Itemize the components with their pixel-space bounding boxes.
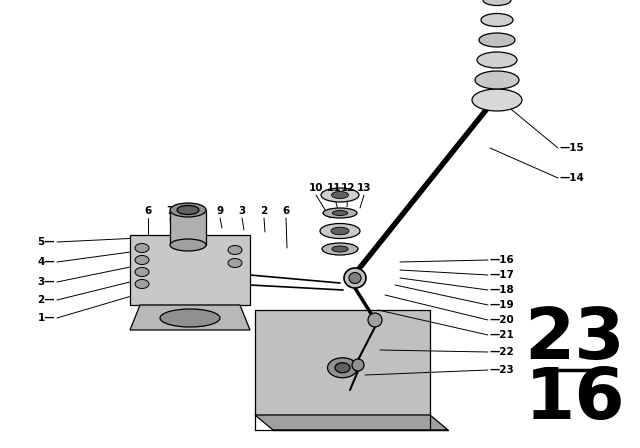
Text: 2—: 2— (38, 295, 55, 305)
Text: 4—: 4— (37, 257, 55, 267)
Polygon shape (130, 235, 250, 305)
Text: 10: 10 (308, 183, 323, 193)
Text: 5—: 5— (38, 237, 55, 247)
Text: —18: —18 (490, 285, 515, 295)
Text: —16: —16 (490, 255, 515, 265)
Text: 11: 11 (327, 183, 341, 193)
Ellipse shape (135, 280, 149, 289)
Ellipse shape (228, 246, 242, 254)
Ellipse shape (481, 13, 513, 26)
Polygon shape (255, 310, 430, 415)
Text: 3: 3 (238, 206, 246, 216)
Text: —20: —20 (490, 315, 515, 325)
Ellipse shape (483, 0, 511, 5)
Text: 6: 6 (145, 206, 152, 216)
Ellipse shape (177, 206, 199, 215)
Ellipse shape (331, 227, 349, 235)
Ellipse shape (135, 255, 149, 264)
Ellipse shape (332, 246, 348, 252)
Ellipse shape (135, 267, 149, 276)
Text: —17: —17 (490, 270, 515, 280)
Ellipse shape (322, 243, 358, 255)
Text: —22: —22 (490, 347, 515, 357)
Text: 13: 13 (356, 183, 371, 193)
Text: —23: —23 (490, 365, 515, 375)
Ellipse shape (332, 191, 349, 198)
Polygon shape (170, 210, 206, 245)
Ellipse shape (321, 188, 359, 202)
Ellipse shape (135, 244, 149, 253)
Text: 1—: 1— (38, 313, 55, 323)
Ellipse shape (228, 258, 242, 267)
Text: 23: 23 (525, 306, 625, 375)
Text: —14: —14 (560, 173, 585, 183)
Ellipse shape (352, 359, 364, 371)
Text: 7: 7 (166, 206, 173, 216)
Ellipse shape (170, 239, 206, 251)
Text: 8: 8 (191, 206, 198, 216)
Ellipse shape (323, 208, 357, 218)
Ellipse shape (477, 52, 517, 68)
Text: —15: —15 (560, 143, 585, 153)
Ellipse shape (472, 89, 522, 111)
Ellipse shape (170, 203, 206, 217)
Text: 3—: 3— (38, 277, 55, 287)
Polygon shape (130, 305, 250, 330)
Ellipse shape (335, 363, 350, 373)
Text: 2: 2 (260, 206, 268, 216)
Text: —19: —19 (490, 300, 515, 310)
Ellipse shape (349, 272, 361, 284)
Ellipse shape (332, 211, 348, 215)
Polygon shape (255, 415, 448, 430)
Ellipse shape (328, 358, 358, 378)
Text: 12: 12 (340, 183, 355, 193)
Text: —21: —21 (490, 330, 515, 340)
Text: 6: 6 (282, 206, 290, 216)
Ellipse shape (344, 268, 366, 288)
Text: 9: 9 (216, 206, 223, 216)
Ellipse shape (160, 309, 220, 327)
Ellipse shape (368, 313, 382, 327)
Ellipse shape (479, 33, 515, 47)
Text: 16: 16 (525, 366, 625, 435)
Ellipse shape (475, 71, 519, 89)
Ellipse shape (320, 224, 360, 238)
